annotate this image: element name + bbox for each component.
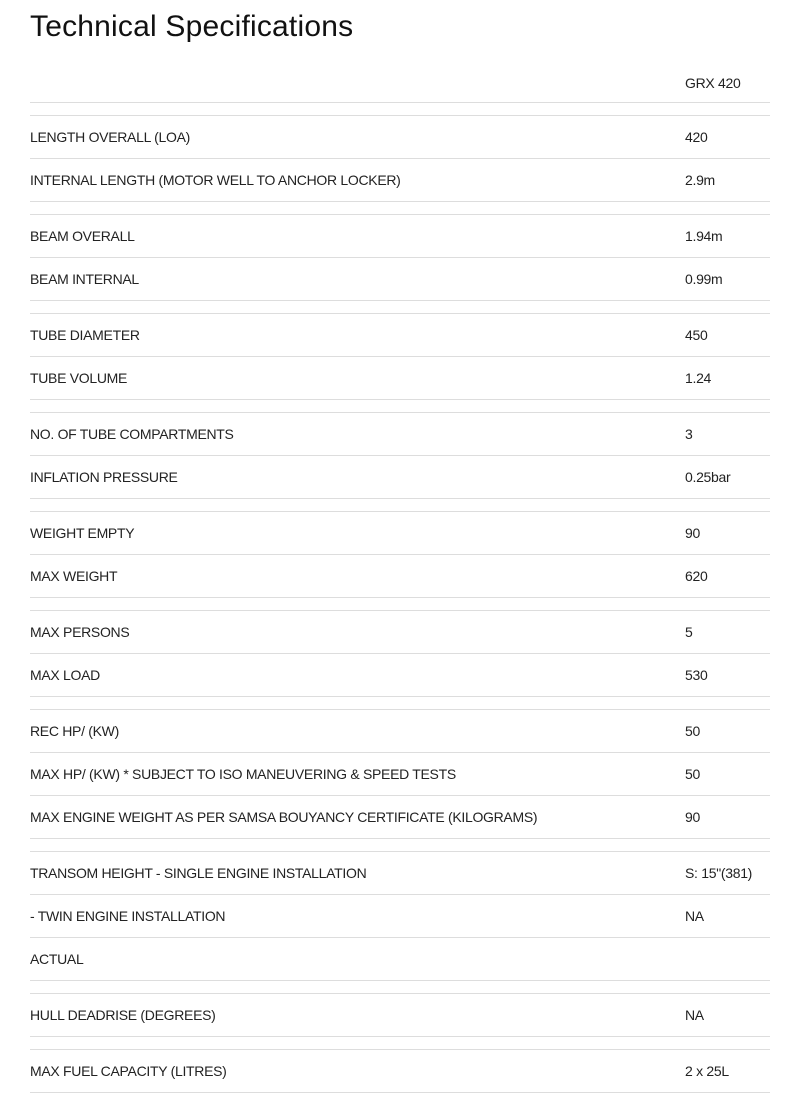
spec-row: INFLATION PRESSURE 0.25bar [30,456,770,499]
page-title: Technical Specifications [30,10,354,43]
spec-row: NO. OF TUBE COMPARTMENTS 3 [30,413,770,456]
spec-label: REC HP/ (KW) [30,723,119,739]
group-divider [30,301,770,314]
group-divider [30,400,770,413]
spec-row: HULL DEADRISE (DEGREES) NA [30,994,770,1037]
spec-label: MAX WEIGHT [30,568,118,584]
spec-row: BEAM OVERALL 1.94m [30,215,770,258]
spec-row: MAX ENGINE WEIGHT AS PER SAMSA BOUYANCY … [30,796,770,839]
spec-row: TUBE VOLUME 1.24 [30,357,770,400]
spec-row: TRANSOM HEIGHT - SINGLE ENGINE INSTALLAT… [30,852,770,895]
spec-row: - TWIN ENGINE INSTALLATION NA [30,895,770,938]
group-divider [30,697,770,710]
group-divider [30,981,770,994]
spec-value: 420 [685,129,708,145]
spec-value: 90 [685,809,700,825]
group-divider [30,839,770,852]
spec-row: WEIGHT EMPTY 90 [30,512,770,555]
spec-label: MAX ENGINE WEIGHT AS PER SAMSA BOUYANCY … [30,809,538,825]
spec-value: 0.99m [685,271,723,287]
spec-label: BEAM OVERALL [30,228,135,244]
spec-value: 1.94m [685,228,723,244]
spec-label: MAX PERSONS [30,624,130,640]
spec-value: 50 [685,766,700,782]
spec-value: 5 [685,624,693,640]
spec-label: LENGTH OVERALL (LOA) [30,129,190,145]
spec-label: INTERNAL LENGTH (MOTOR WELL TO ANCHOR LO… [30,172,401,188]
spec-row: INTERNAL LENGTH (MOTOR WELL TO ANCHOR LO… [30,159,770,202]
spec-label: ACTUAL [30,951,84,967]
spec-label: HULL DEADRISE (DEGREES) [30,1007,216,1023]
spec-value: 2.9m [685,172,715,188]
spec-value: 450 [685,327,708,343]
spec-value: 1.24 [685,370,712,386]
spec-value: 0.25bar [685,469,731,485]
spec-label: - TWIN ENGINE INSTALLATION [30,908,226,924]
spec-label: INFLATION PRESSURE [30,469,178,485]
spec-label: NO. OF TUBE COMPARTMENTS [30,426,234,442]
spec-row: MAX HP/ (KW) * SUBJECT TO ISO MANEUVERIN… [30,753,770,796]
spec-label: WEIGHT EMPTY [30,525,135,541]
spec-row: TUBE DIAMETER 450 [30,314,770,357]
group-divider [30,1037,770,1050]
spec-row: MAX FUEL CAPACITY (LITRES) 2 x 25L [30,1050,770,1093]
group-divider [30,103,770,116]
spec-value: S: 15"(381) [685,865,753,881]
spec-row: MAX PERSONS 5 [30,611,770,654]
group-divider [30,202,770,215]
group-divider [30,499,770,512]
spec-value: 530 [685,667,708,683]
spec-label: MAX LOAD [30,667,100,683]
spec-value: 50 [685,723,700,739]
spec-table: GRX 420 LENGTH OVERALL (LOA) 420 INTERNAL … [30,64,770,1093]
spec-row: MAX WEIGHT 620 [30,555,770,598]
spec-label: TRANSOM HEIGHT - SINGLE ENGINE INSTALLAT… [30,865,367,881]
spec-label: TUBE DIAMETER [30,327,140,343]
spec-value: 3 [685,426,693,442]
spec-row: BEAM INTERNAL 0.99m [30,258,770,301]
header-row: GRX 420 [30,64,770,103]
spec-row: ACTUAL [30,938,770,981]
spec-label: TUBE VOLUME [30,370,128,386]
spec-row: REC HP/ (KW) 50 [30,710,770,753]
spec-row: MAX LOAD 530 [30,654,770,697]
spec-value: NA [685,908,704,924]
spec-label: MAX HP/ (KW) * SUBJECT TO ISO MANEUVERIN… [30,766,456,782]
model-name: GRX 420 [685,75,741,91]
spec-row: LENGTH OVERALL (LOA) 420 [30,116,770,159]
spec-value: 620 [685,568,708,584]
group-divider [30,598,770,611]
spec-value: 90 [685,525,700,541]
spec-value: NA [685,1007,704,1023]
spec-label: BEAM INTERNAL [30,271,139,287]
spec-value: 2 x 25L [685,1063,729,1079]
spec-label: MAX FUEL CAPACITY (LITRES) [30,1063,227,1079]
